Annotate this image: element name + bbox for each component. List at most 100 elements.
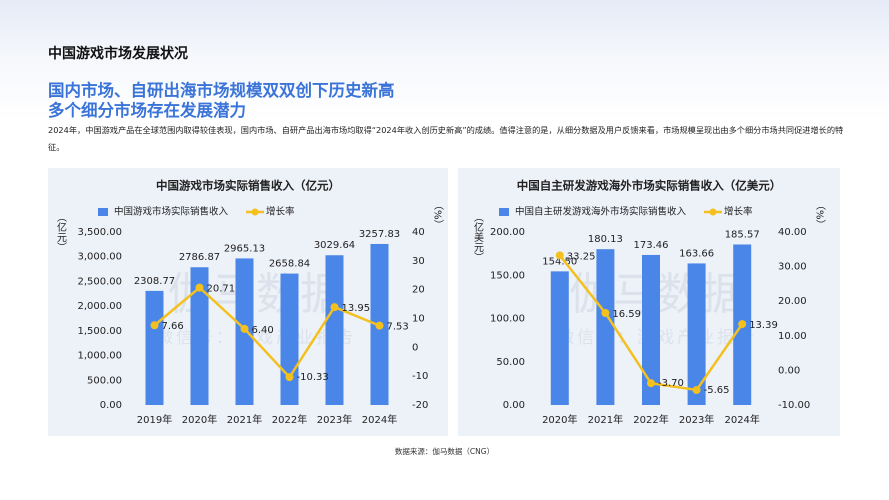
y2-tick-label: -10 [412,371,428,382]
line-marker [647,379,655,388]
y2-tick-label: 20 [412,285,425,296]
x-tick-label: 2020年 [182,413,217,426]
bar-value-label: 2786.87 [179,252,220,263]
y-tick-label: 0.00 [100,400,122,411]
y-axis-label: （亿元） [55,212,67,252]
bar-value-label: 3029.64 [314,240,355,251]
y2-tick-label: 10 [412,314,425,325]
y2-tick-label: 40 [412,227,425,238]
y2-tick-label: 0 [412,342,418,353]
source: 数据来源：伽马数据（CNG） [394,447,495,456]
x-tick-label: 2024年 [724,413,759,426]
x-tick-label: 2022年 [272,413,307,426]
bar-value-label: 154.50 [542,256,577,267]
bar [190,267,209,405]
chart-title: 中国自主研发游戏海外市场实际销售收入（亿美元） [517,179,782,193]
line-marker [375,321,384,330]
bar-value-label: 163.66 [679,248,714,259]
bar [642,254,660,405]
y2-tick-label: 0.00 [778,365,800,376]
legend-swatch [709,208,717,216]
chart-title: 中国游戏市场实际销售收入（亿元） [156,179,340,193]
line-value-label: 33.25 [567,251,596,262]
line-value-label: -5.65 [704,385,730,396]
line-marker [285,373,294,382]
bar-value-label: 173.46 [634,240,669,251]
line-value-label: 13.39 [749,320,778,331]
bar [596,249,615,405]
y-tick-label: 2,500.00 [77,276,122,287]
y2-axis-label: （%） [814,200,826,230]
line-marker [601,308,610,317]
y2-tick-label: -20 [412,400,428,411]
y-axis-label: （亿美元） [472,212,484,262]
line-value-label: 7.66 [162,321,184,332]
line-value-label: 6.40 [252,325,274,336]
y-tick-label: 0.00 [503,400,525,411]
line-value-label: -10.33 [297,372,329,383]
line-marker [330,303,339,312]
line-marker [738,320,747,329]
y2-tick-label: 30.00 [778,262,807,273]
x-tick-label: 2021年 [588,413,623,426]
headline: 多个细分市场存在发展潜力 [48,101,246,120]
y-tick-label: 200.00 [490,227,525,238]
bar-value-label: 2308.77 [134,276,175,287]
line-value-label: 13.95 [342,303,371,314]
line-marker [555,251,564,260]
line-value-label: -3.70 [658,378,684,389]
x-tick-label: 2022年 [633,413,668,426]
paragraph: 2024年，中国游戏产品在全球范围内取得较佳表现，国内市场、自研产品出海市场均取… [48,125,844,152]
x-tick-label: 2019年 [137,413,172,426]
legend-label: 中国自主研发游戏海外市场实际销售收入 [515,206,687,218]
y-tick-label: 100.00 [490,314,525,325]
y2-tick-label: 10.00 [778,331,807,342]
bar [280,273,299,405]
headline: 国内市场、自研出海市场规模双双创下历史新高 [48,81,395,100]
line [153,285,380,380]
line-marker [692,385,701,394]
bar [550,271,569,405]
y-tick-label: 3,000.00 [77,252,122,263]
line-marker [240,324,249,333]
bar [325,255,344,405]
y2-tick-label: 40.00 [778,227,807,238]
y2-tick-label: 20.00 [778,296,807,307]
bar-value-label: 185.57 [725,229,760,240]
bar-value-label: 180.13 [588,234,623,245]
y-tick-label: 50.00 [496,357,525,368]
line-marker [150,321,159,330]
y-tick-label: 3,500.00 [77,227,122,238]
y2-axis-label: （%） [432,200,444,230]
y-tick-label: 1,000.00 [77,351,122,362]
legend-swatch [98,208,108,216]
line-value-label: 7.53 [387,322,409,333]
x-tick-label: 2020年 [542,413,577,426]
bar [145,290,164,405]
legend-swatch [251,208,259,216]
y-tick-label: 1,500.00 [77,326,122,337]
y2-tick-label: -10.00 [778,400,810,411]
line-value-label: 20.71 [207,284,236,295]
line-marker [195,283,204,292]
bar [687,263,706,405]
legend-label: 中国游戏市场实际销售收入 [114,206,229,218]
page-title: 中国游戏市场发展状况 [48,46,188,62]
legend-label: 增长率 [724,206,753,218]
y-tick-label: 150.00 [490,270,525,281]
y2-tick-label: 30 [412,256,425,267]
bar-value-label: 2658.84 [269,259,310,270]
bar-value-label: 2965.13 [224,243,265,254]
line-value-label: 16.59 [612,309,641,320]
y-tick-label: 500.00 [87,375,122,386]
y-tick-label: 2,000.00 [77,301,122,312]
legend-label: 增长率 [266,206,295,218]
legend-swatch [499,208,509,216]
x-tick-label: 2021年 [227,413,262,426]
x-tick-label: 2023年 [317,413,352,426]
bar-value-label: 3257.83 [359,229,400,240]
x-tick-label: 2023年 [679,413,714,426]
x-tick-label: 2024年 [362,413,397,426]
